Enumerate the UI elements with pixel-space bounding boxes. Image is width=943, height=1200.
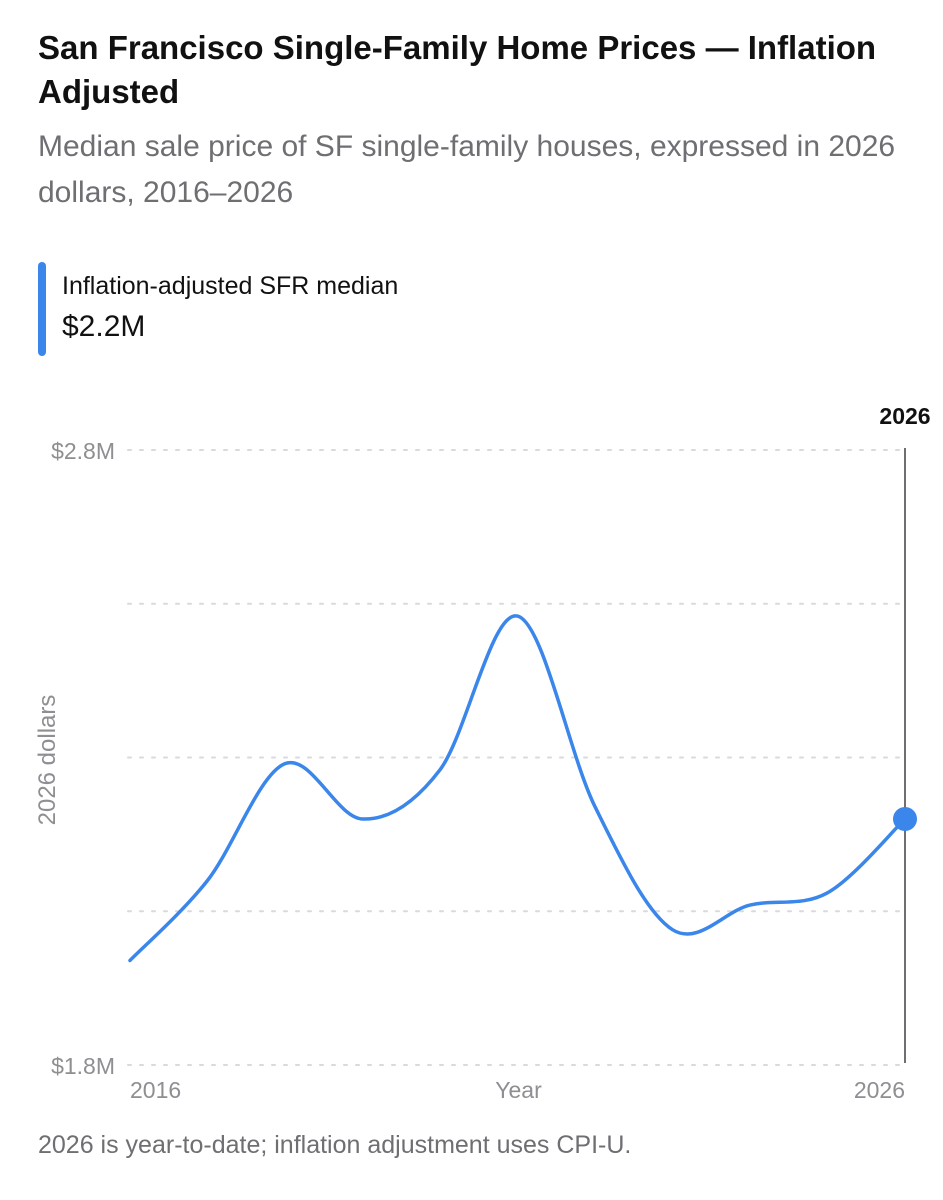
chart-subtitle: Median sale price of SF single-family ho… (38, 130, 896, 209)
data-point[interactable] (824, 889, 832, 897)
data-points (126, 612, 917, 964)
x-axis-label: Year (495, 1077, 542, 1103)
x-tick-label: 2016 (130, 1077, 181, 1103)
chart-canvas[interactable]: $1.8M $2.8M 2026 dollars 2016 2026 Year 20… (0, 390, 943, 1120)
grid-lines (127, 449, 906, 1066)
legend-swatch (38, 262, 46, 356)
data-point[interactable] (436, 766, 444, 774)
line-chart[interactable]: $1.8M $2.8M 2026 dollars 2016 2026 Year 20… (0, 390, 943, 1120)
selection-cursor-label: 2026 (879, 403, 930, 429)
data-point[interactable] (359, 815, 367, 823)
y-axis-label: 2026 dollars (34, 695, 61, 826)
y-axis-ticks: $1.8M $2.8M (51, 438, 115, 1079)
series-line (128, 614, 907, 963)
data-point[interactable] (669, 926, 677, 934)
x-axis-ticks: 2016 2026 (130, 1077, 905, 1103)
footnote: 2026 is year-to-date; inflation adjustme… (38, 1131, 632, 1159)
data-point[interactable] (746, 901, 754, 909)
y-tick-label: $1.8M (51, 1053, 115, 1079)
data-point[interactable] (126, 956, 134, 964)
data-point[interactable] (591, 803, 599, 811)
y-tick-label: $2.8M (51, 438, 115, 464)
x-tick-label: 2026 (854, 1077, 905, 1103)
legend: Inflation-adjusted SFR median $2.2M (38, 262, 638, 356)
chart-title: San Francisco Single-Family Home Prices … (38, 29, 877, 110)
legend-series-value: $2.2M (62, 310, 146, 343)
selected-data-point[interactable] (893, 807, 917, 831)
data-point[interactable] (514, 612, 522, 620)
data-point[interactable] (281, 760, 289, 768)
legend-series-label: Inflation-adjusted SFR median (62, 272, 399, 300)
data-point[interactable] (204, 877, 212, 885)
